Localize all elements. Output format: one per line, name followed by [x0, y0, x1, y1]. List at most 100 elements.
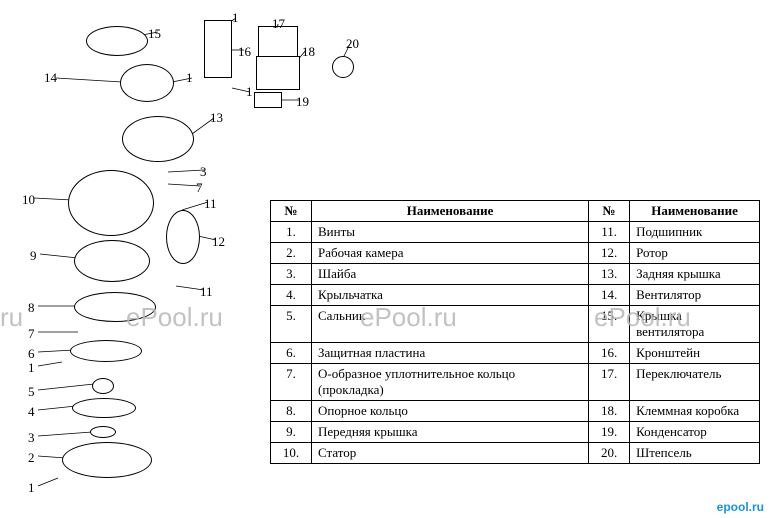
callout-c7: 7	[196, 180, 203, 196]
part-seal5	[92, 378, 114, 394]
callout-c9: 9	[30, 248, 37, 264]
cell-num: 13.	[589, 264, 630, 285]
part-impeller4	[72, 398, 136, 418]
callout-c17: 17	[272, 16, 285, 32]
table-row: 5.Сальник15.Крышка вентилятора	[271, 306, 760, 343]
cell-name: Конденсатор	[630, 422, 760, 443]
part-rotor12	[166, 210, 200, 264]
part-plate6	[70, 340, 142, 362]
cell-name: Кронштейн	[630, 343, 760, 364]
cell-name: Подшипник	[630, 222, 760, 243]
cell-name: Клеммная коробка	[630, 401, 760, 422]
cell-name: Сальник	[312, 306, 589, 343]
cell-name: Винты	[312, 222, 589, 243]
callout-c15: 15	[148, 26, 161, 42]
table-row: 9.Передняя крышка19.Конденсатор	[271, 422, 760, 443]
exploded-diagram: 115171816141119201337111012911876154321	[0, 0, 260, 518]
cell-num: 12.	[589, 243, 630, 264]
callout-c18: 18	[302, 44, 315, 60]
callout-c3b: 3	[28, 430, 35, 446]
part-stator10	[68, 170, 154, 236]
table-row: 10.Статор20.Штепсель	[271, 443, 760, 464]
part-cap15	[86, 26, 148, 56]
cell-name: Рабочая камера	[312, 243, 589, 264]
callout-c11b: 11	[200, 284, 213, 300]
part-box18	[256, 56, 300, 90]
cell-num: 5.	[271, 306, 312, 343]
callout-c19: 19	[296, 94, 309, 110]
callout-c2: 2	[28, 450, 35, 466]
table-row: 1.Винты11.Подшипник	[271, 222, 760, 243]
table-row: 8.Опорное кольцо18.Клеммная коробка	[271, 401, 760, 422]
cell-name: Статор	[312, 443, 589, 464]
callout-c12: 12	[212, 234, 225, 250]
site-logo: epool.ru	[717, 500, 764, 514]
cell-name: Опорное кольцо	[312, 401, 589, 422]
cell-num: 10.	[271, 443, 312, 464]
part-plug20	[332, 56, 354, 78]
cell-name: Штепсель	[630, 443, 760, 464]
parts-table: № Наименование № Наименование 1.Винты11.…	[270, 200, 760, 464]
cell-name: Задняя крышка	[630, 264, 760, 285]
callout-c20: 20	[346, 36, 359, 52]
callout-c1d: 1	[28, 360, 35, 376]
cell-name: Шайба	[312, 264, 589, 285]
cell-name: Переключатель	[630, 364, 760, 401]
cell-num: 11.	[589, 222, 630, 243]
table-row: 2.Рабочая камера12.Ротор	[271, 243, 760, 264]
cell-num: 2.	[271, 243, 312, 264]
part-cover13	[122, 116, 194, 162]
callout-c5: 5	[28, 384, 35, 400]
cell-name: Передняя крышка	[312, 422, 589, 443]
cell-num: 16.	[589, 343, 630, 364]
col-num-right: №	[589, 201, 630, 222]
col-num-left: №	[271, 201, 312, 222]
cell-num: 14.	[589, 285, 630, 306]
callout-c10: 10	[22, 192, 35, 208]
col-name-right: Наименование	[630, 201, 760, 222]
cell-name: Крышка вентилятора	[630, 306, 760, 343]
callout-c3: 3	[200, 164, 207, 180]
cell-name: Крыльчатка	[312, 285, 589, 306]
table-row: 7.О-образное уплотнительное кольцо (прок…	[271, 364, 760, 401]
callout-c1a: 1	[232, 10, 239, 26]
part-washer3	[90, 426, 116, 438]
cell-num: 9.	[271, 422, 312, 443]
cell-num: 1.	[271, 222, 312, 243]
cell-num: 8.	[271, 401, 312, 422]
callout-c1e: 1	[28, 480, 35, 496]
callout-c14: 14	[44, 70, 57, 86]
callout-c4: 4	[28, 404, 35, 420]
cell-name: Защитная пластина	[312, 343, 589, 364]
cell-num: 17.	[589, 364, 630, 401]
cell-num: 19.	[589, 422, 630, 443]
cell-num: 6.	[271, 343, 312, 364]
cell-num: 20.	[589, 443, 630, 464]
callout-c16: 16	[238, 44, 251, 60]
table-row: 4.Крыльчатка14.Вентилятор	[271, 285, 760, 306]
callout-c11a: 11	[204, 196, 217, 212]
cell-num: 7.	[271, 364, 312, 401]
part-chamber2	[62, 442, 152, 478]
callout-c8: 8	[28, 300, 35, 316]
table-row: 6.Защитная пластина16.Кронштейн	[271, 343, 760, 364]
cell-num: 3.	[271, 264, 312, 285]
part-cond19	[254, 92, 282, 108]
parts-table-wrap: № Наименование № Наименование 1.Винты11.…	[270, 200, 760, 464]
cell-num: 18.	[589, 401, 630, 422]
cell-num: 4.	[271, 285, 312, 306]
callout-c1b: 1	[186, 70, 193, 86]
col-name-left: Наименование	[312, 201, 589, 222]
part-front9	[74, 240, 150, 282]
cell-num: 15.	[589, 306, 630, 343]
part-fan14	[120, 64, 174, 102]
cell-name: Вентилятор	[630, 285, 760, 306]
callout-c1c: 1	[246, 84, 253, 100]
callout-c7b: 7	[28, 326, 35, 342]
part-bracket16	[204, 20, 232, 78]
callout-c13: 13	[210, 110, 223, 126]
table-row: 3.Шайба13.Задняя крышка	[271, 264, 760, 285]
cell-name: Ротор	[630, 243, 760, 264]
cell-name: О-образное уплотнительное кольцо (прокла…	[312, 364, 589, 401]
part-ring8	[74, 292, 156, 322]
